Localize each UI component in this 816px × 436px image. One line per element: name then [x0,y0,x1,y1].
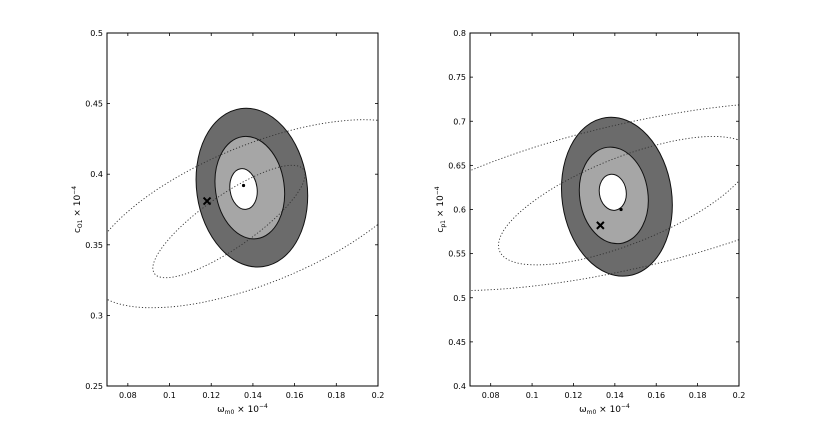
y-tick-label: 0.45 [85,100,103,109]
y-tick-label: 0.6 [453,206,466,215]
dot-marker [241,183,246,188]
dotted-contour-2 [498,135,739,266]
x-axis-label: ωm0 × 10−4 [217,403,268,416]
dotted-contour-1 [107,119,378,309]
y-tick-label: 0.5 [90,29,103,38]
y-tick-label: 0.4 [90,170,103,179]
y-tick-label: 0.7 [453,117,466,126]
x-tick-label: 0.12 [202,391,220,400]
x-tick-label: 0.08 [482,391,500,400]
y-tick-label: 0.65 [448,161,466,170]
y-tick-label: 0.75 [448,73,466,82]
plot-area [107,107,378,309]
y-tick-label: 0.45 [448,338,466,347]
right-contour-panel: 0.08 0.1 0.12 0.14 0.16 0.18 0.2 0.4 0.45 0.5 0.55… [434,29,746,416]
plot-area [470,104,739,291]
y-tick-label: 0.5 [453,294,466,303]
cross-marker [596,221,605,230]
confidence-region-inner [229,168,258,210]
y-tick-label: 0.25 [85,382,103,391]
confidence-region-inner [598,173,627,211]
y-axis-label: cp1 × 10−4 [434,186,447,232]
x-tick-label: 0.12 [565,391,583,400]
x-tick-label: 0.2 [372,391,385,400]
x-tick-label: 0.18 [327,391,345,400]
x-tick-label: 0.2 [733,391,746,400]
y-tick-label: 0.8 [453,29,466,38]
dotted-contour-2 [152,164,306,279]
axes-frame [106,32,379,387]
x-tick-label: 0.14 [606,391,624,400]
y-tick-label: 0.35 [85,241,103,250]
x-tick-label: 0.08 [119,391,137,400]
x-tick-label: 0.16 [286,391,304,400]
y-tick-label: 0.3 [90,311,103,320]
x-tick-label: 0.1 [526,391,539,400]
dot-marker [619,207,623,212]
x-tick-label: 0.1 [163,391,176,400]
y-tick-label: 0.55 [448,250,466,259]
left-contour-panel: 0.08 0.1 0.12 0.14 0.16 0.18 0.2 0.25 0.3 0.35 0.4… [71,29,385,416]
y-axis-label: cO1 × 10−4 [71,186,84,233]
x-tick-label: 0.18 [689,391,707,400]
x-tick-label: 0.16 [647,391,665,400]
cross-marker [202,196,212,206]
y-tick-label: 0.4 [453,382,466,391]
x-tick-label: 0.14 [244,391,262,400]
x-axis-label: ωm0 × 10−4 [579,403,630,416]
